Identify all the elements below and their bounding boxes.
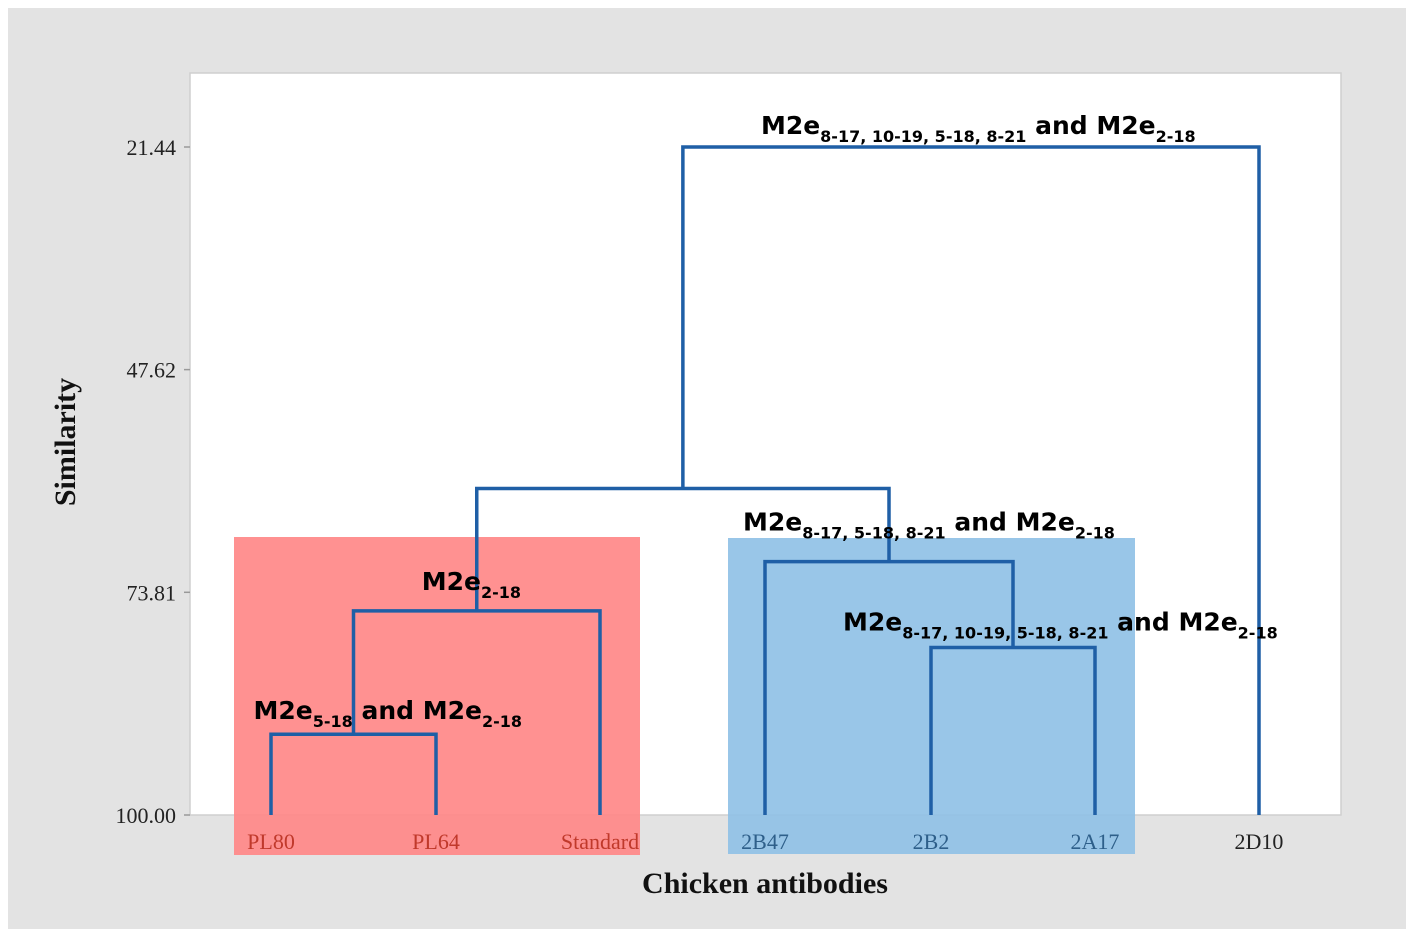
merge-link-m3 xyxy=(929,645,1097,815)
merge-annotations: M2e5-18 and M2e2-18 M2e2-18 M2e8-17, 10-19… xyxy=(254,111,1278,731)
leaf-label: Standard xyxy=(561,829,639,854)
dendrogram-tree xyxy=(269,145,1261,815)
leaf-label: 2A17 xyxy=(1071,829,1120,854)
leaf-labels: PL80 PL64 Standard 2B47 2B2 2A17 2D10 xyxy=(247,829,1283,854)
merge-annotation-m1: M2e5-18 and M2e2-18 xyxy=(254,696,523,731)
merge-link-m4 xyxy=(763,559,1015,815)
merge-annotation-m6: M2e8-17, 10-19, 5-18, 8-21 and M2e2-18 xyxy=(761,111,1196,146)
x-axis-title: Chicken antibodies xyxy=(642,867,888,900)
leaf-label: 2B2 xyxy=(913,829,950,854)
y-tick-label: 73.81 xyxy=(127,580,177,605)
y-tick-label: 21.44 xyxy=(127,135,177,160)
leaf-label: 2D10 xyxy=(1235,829,1284,854)
merge-link-m2 xyxy=(351,609,602,815)
leaf-label: PL64 xyxy=(412,829,460,854)
merge-link-m6 xyxy=(681,145,1261,815)
merge-annotation-m2: M2e2-18 xyxy=(422,567,521,602)
y-tick-label: 100.00 xyxy=(116,803,177,828)
y-axis: 21.44 47.62 73.81 100.00 xyxy=(116,135,190,828)
y-axis-title: Similarity xyxy=(49,378,82,506)
leaf-label: 2B47 xyxy=(741,829,789,854)
leaf-label: PL80 xyxy=(247,829,295,854)
merge-annotation-m4: M2e8-17, 5-18, 8-21 and M2e2-18 xyxy=(743,508,1115,543)
merge-annotation-m3: M2e8-17, 10-19, 5-18, 8-21 and M2e2-18 xyxy=(843,607,1278,642)
merge-link-m1 xyxy=(269,732,438,815)
merge-link-m5 xyxy=(475,486,891,611)
y-tick-label: 47.62 xyxy=(127,358,177,383)
